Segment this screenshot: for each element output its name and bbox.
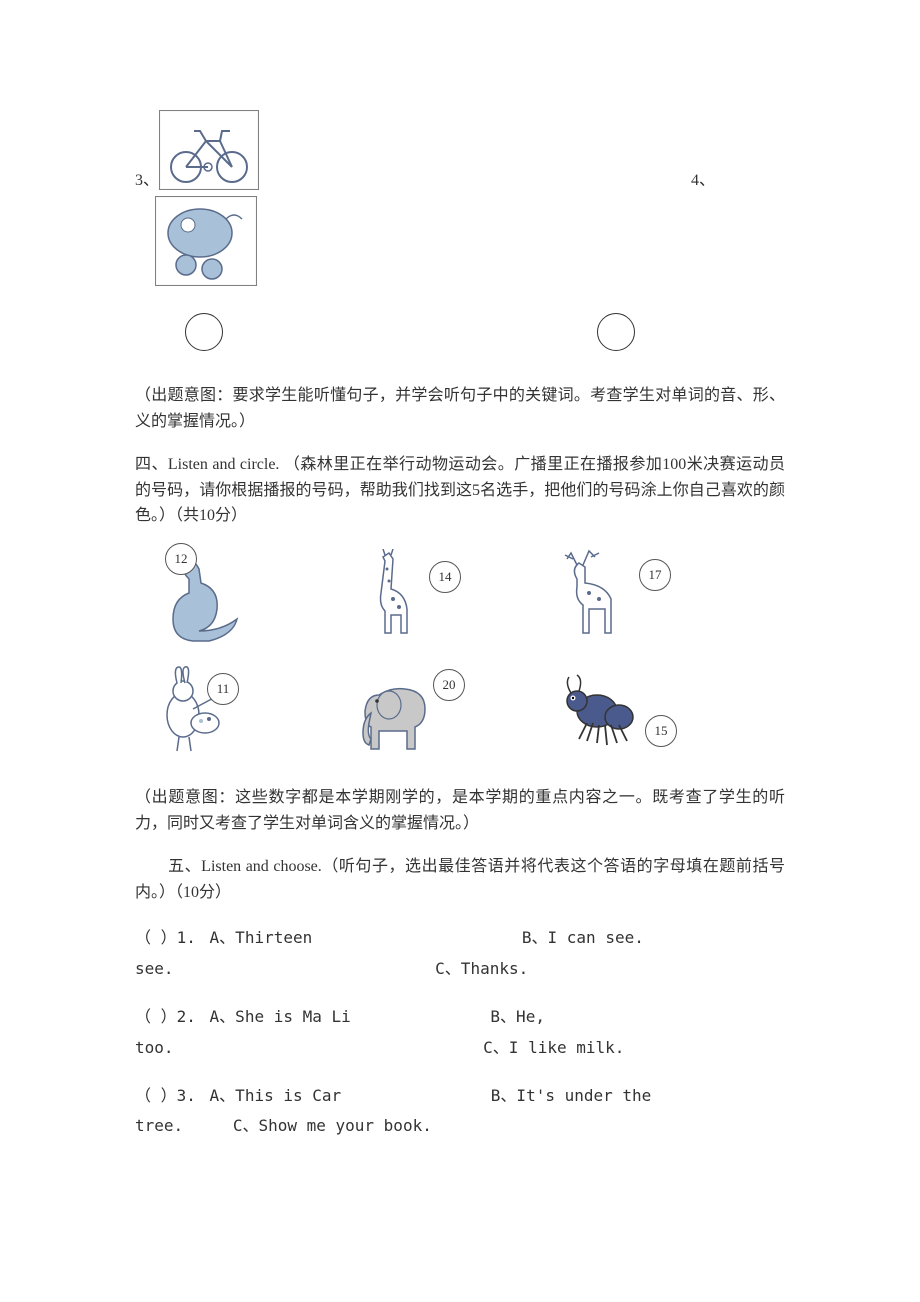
item-row-3-4: 3、 4、 [135,110,785,190]
question-2: （ ）2. A、She is Ma Li B、He, too. C、I like… [135,1002,785,1063]
q2-optC: C、I like milk. [483,1038,624,1057]
bike-icon [160,111,258,189]
bike-image [159,110,259,190]
section5-title: 五、Listen and choose.（听句子，选出最佳答语并将代表这个答语的… [135,854,785,905]
q3-bracket[interactable]: （ ） [135,1086,177,1105]
animal-ant: 15 [549,665,679,765]
question-1: （ ）1. A、Thirteen B、I can see. see. C、Tha… [135,923,785,984]
animals-grid: 12 14 17 [135,549,785,765]
item3-group: 3、 [135,110,259,190]
q2-num: 2. [177,1007,196,1026]
q3-optA: A、This is Car [210,1086,342,1105]
q3-cont: tree. [135,1116,183,1135]
animal-kangaroo: 12 [149,549,279,649]
q2-optB: B、He, [490,1007,545,1026]
q1-cont: see. [135,959,174,978]
q1-optC: C、Thanks. [435,959,528,978]
q3-optC: C、Show me your book. [233,1116,432,1135]
q2-optA: A、She is Ma Li [210,1007,351,1026]
painter-image [155,196,257,286]
badge-14[interactable]: 14 [429,561,461,593]
badge-15[interactable]: 15 [645,715,677,747]
intent-paragraph-2: （出题意图：这些数字都是本学期刚学的，是本学期的重点内容之一。既考查了学生的听力… [135,785,785,836]
badge-12[interactable]: 12 [165,543,197,575]
badge-11[interactable]: 11 [207,673,239,705]
answer-circles-row [135,291,785,373]
animals-row-1: 12 14 17 [135,549,785,649]
q3-num: 3. [177,1086,196,1105]
item4-number: 4、 [691,166,785,190]
animals-row-2: 11 20 [135,665,785,765]
q1-num: 1. [177,928,196,947]
answer-circle-3[interactable] [185,313,223,351]
q2-bracket[interactable]: （ ） [135,1007,177,1026]
q1-optB: B、I can see. [522,928,644,947]
question-3: （ ）3. A、This is Car B、It's under the tre… [135,1081,785,1142]
q1-bracket[interactable]: （ ） [135,928,177,947]
page: 3、 4、 [0,0,920,1220]
animal-elephant: 20 [349,665,479,765]
q2-cont: too. [135,1038,174,1057]
q1-optA: A、Thirteen [210,928,313,947]
section4-title: 四、Listen and circle. （森林里正在举行动物运动会。广播里正在… [135,452,785,529]
intent-paragraph-1: （出题意图：要求学生能听懂句子，并学会听句子中的关键词。考查学生对单词的音、形、… [135,383,785,434]
painter-icon [156,197,256,285]
badge-17[interactable]: 17 [639,559,671,591]
animal-rabbit: 11 [149,665,279,765]
animal-deer: 17 [549,549,679,649]
badge-20[interactable]: 20 [433,669,465,701]
q3-optB: B、It's under the [491,1086,652,1105]
item3-number: 3、 [135,166,159,190]
rabbit-icon [149,665,259,765]
answer-circle-4[interactable] [597,313,635,351]
painter-image-wrap [135,194,785,291]
animal-giraffe: 14 [349,549,479,649]
